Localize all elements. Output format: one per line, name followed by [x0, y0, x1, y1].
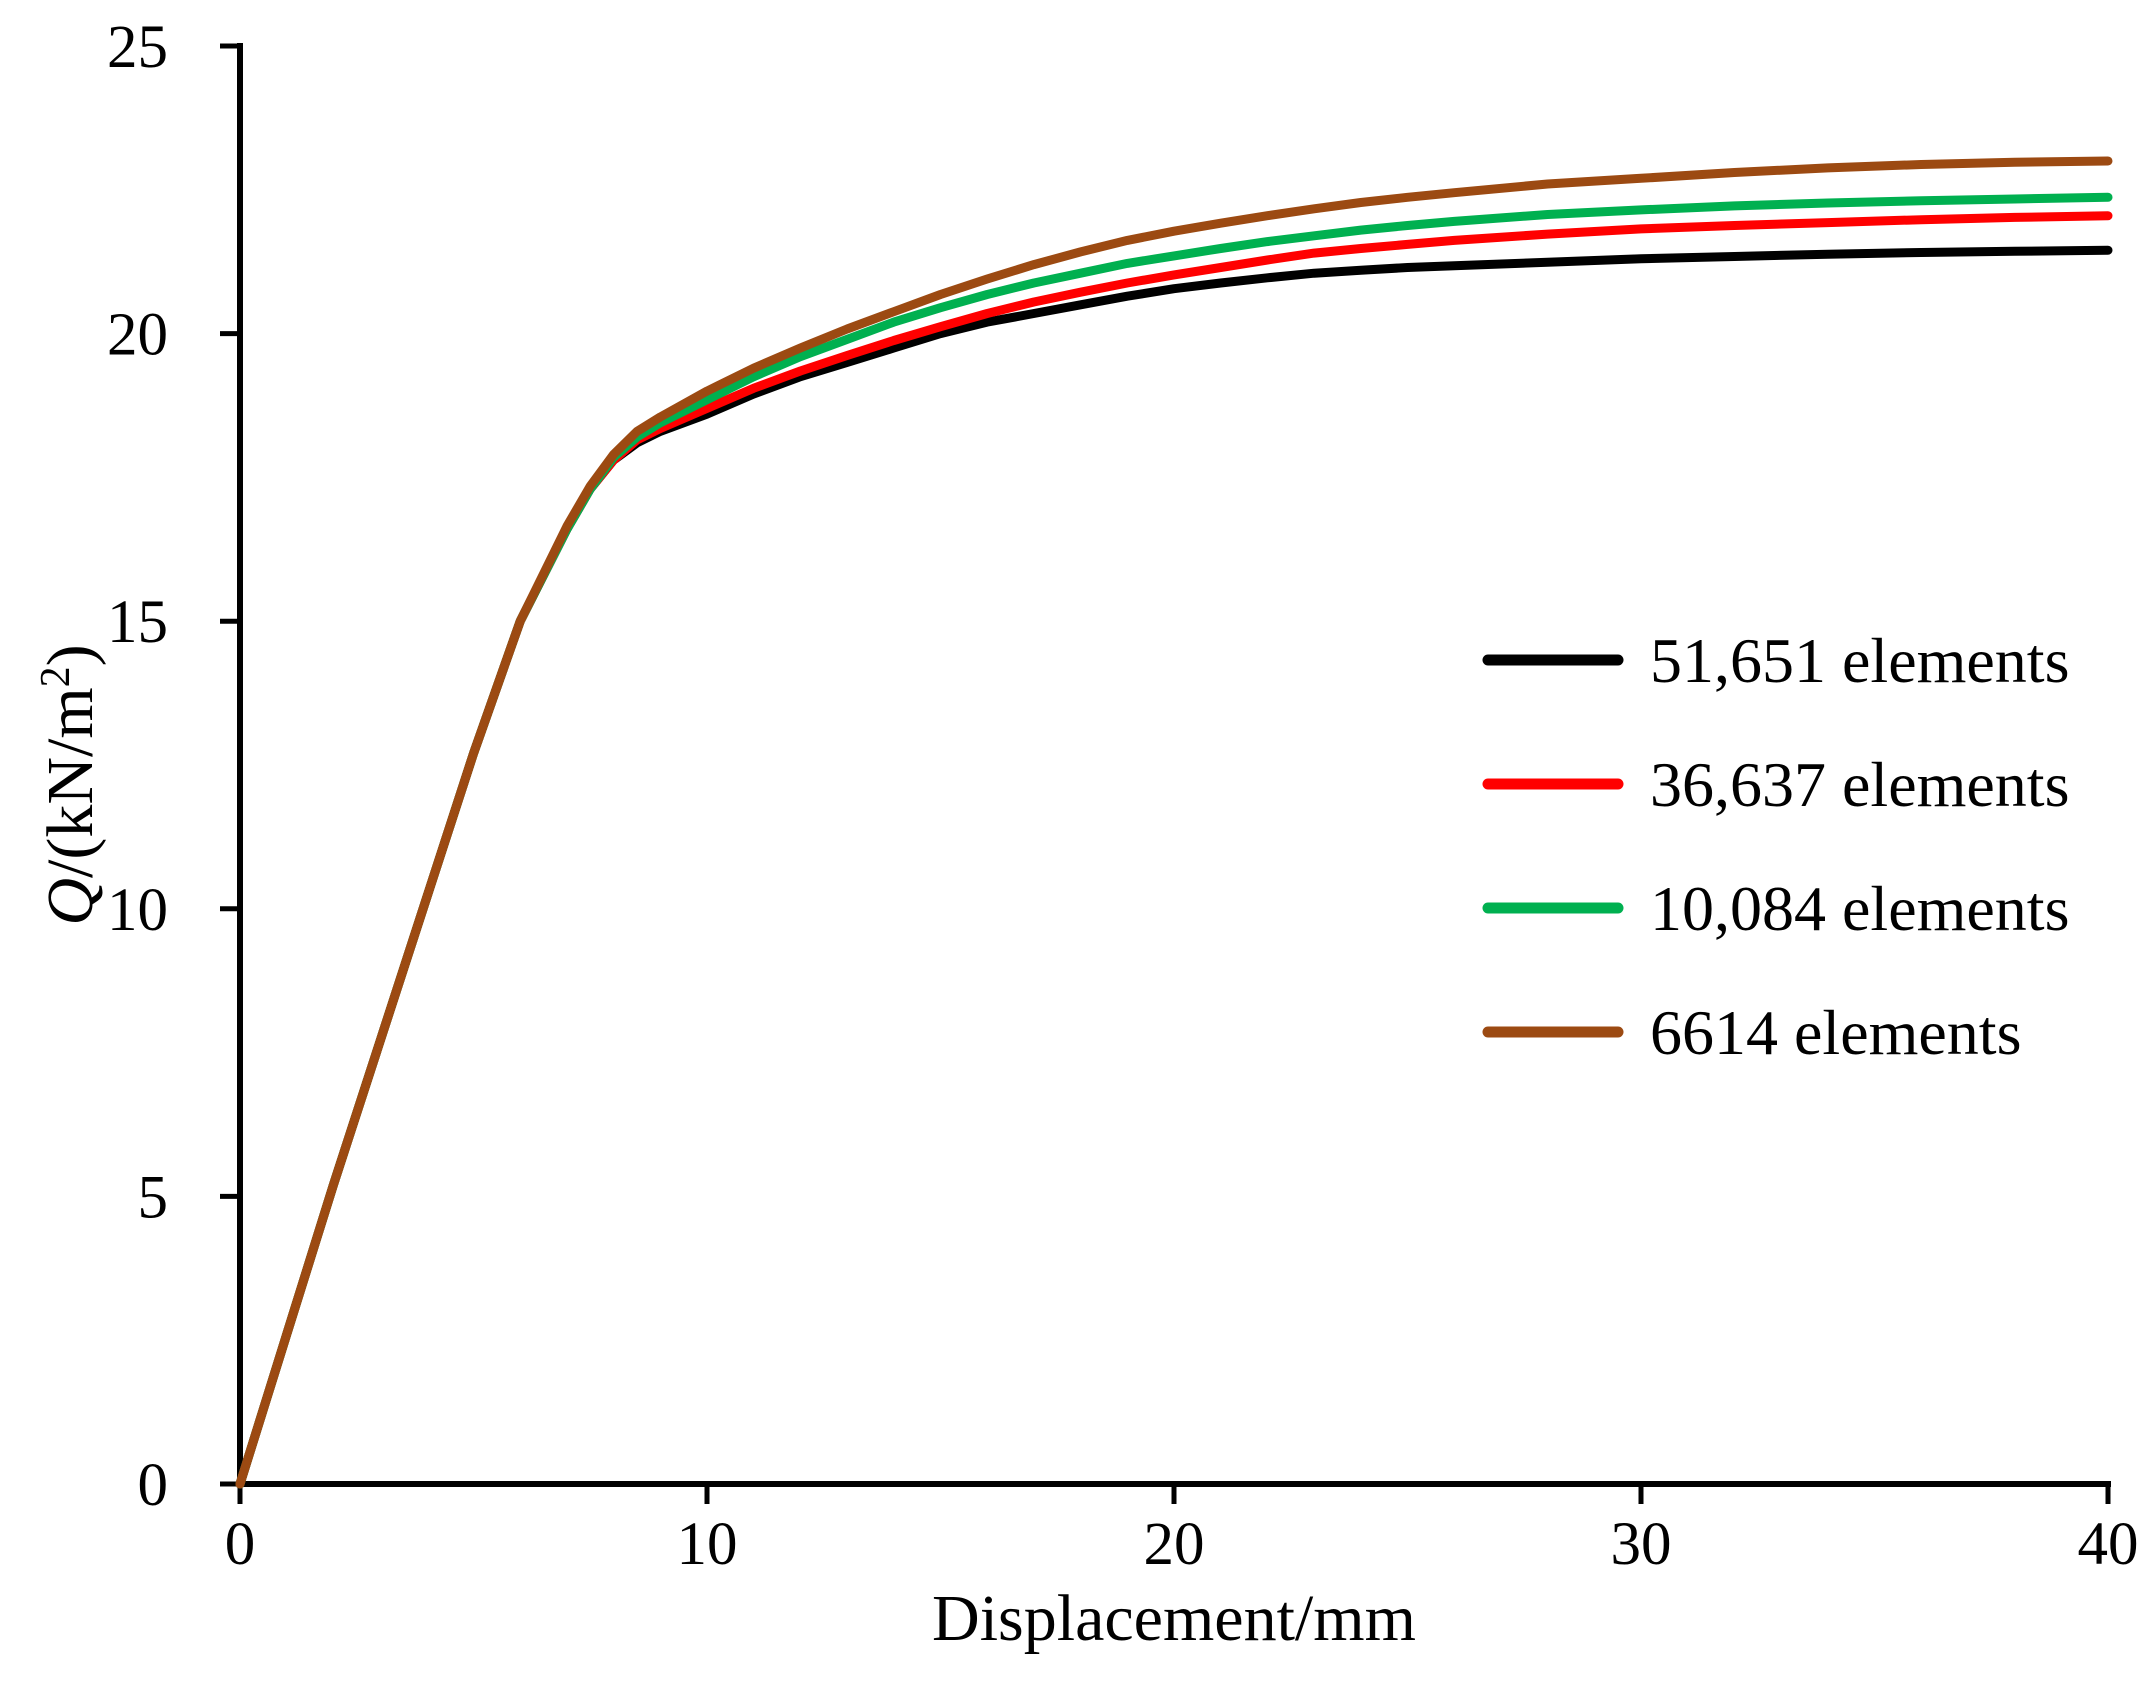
legend-label: 51,651 elements: [1650, 625, 2069, 696]
y-axis-unit-suffix: ): [34, 644, 107, 666]
legend-item: 51,651 elements: [1482, 625, 2069, 696]
y-tick-label: 10: [107, 877, 168, 944]
y-axis-unit-superscript: 2: [33, 666, 79, 687]
y-tick-label: 25: [107, 14, 168, 81]
x-tick-label: 30: [1611, 1511, 1672, 1578]
x-tick-label: 10: [677, 1511, 738, 1578]
y-tick-label: 5: [138, 1164, 169, 1231]
y-axis-label: Q/(kN/m2): [33, 644, 107, 925]
x-axis-label: Displacement/mm: [932, 1582, 1416, 1655]
axis-labels: Displacement/mm Q/(kN/m2): [33, 644, 1416, 1655]
legend-label: 6614 elements: [1650, 997, 2021, 1068]
legend-label: 36,637 elements: [1650, 749, 2069, 820]
series-line-4: [235, 156, 2113, 1489]
legend-item: 6614 elements: [1482, 997, 2021, 1068]
x-tick-label: 20: [1144, 1511, 1205, 1578]
y-axis-symbol: Q: [34, 878, 107, 926]
legend-item: 36,637 elements: [1482, 749, 2069, 820]
series-line-2: [235, 211, 2113, 1489]
legend-item: 10,084 elements: [1482, 873, 2069, 944]
y-tick-label: 0: [138, 1452, 169, 1519]
series-layer: [235, 156, 2113, 1489]
series-line-3: [235, 192, 2113, 1489]
x-tick-label: 40: [2078, 1511, 2139, 1578]
legend-label: 10,084 elements: [1650, 873, 2069, 944]
x-tick-label: 0: [225, 1511, 256, 1578]
y-axis-unit-prefix: /(kN/m: [34, 687, 107, 878]
legend: 51,651 elements 36,637 elements 10,084 ele…: [1482, 625, 2069, 1068]
series-line-1: [235, 245, 2113, 1489]
y-tick-label: 20: [107, 302, 168, 369]
y-tick-label: 15: [107, 589, 168, 656]
